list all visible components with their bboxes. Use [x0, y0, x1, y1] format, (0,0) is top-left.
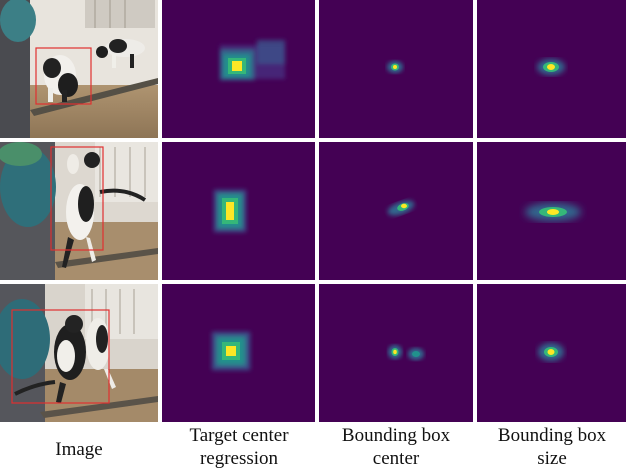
heatmap-bbox-size-row-2: [477, 142, 626, 280]
caption-image: Image: [55, 439, 103, 460]
photo-row-1: [0, 0, 158, 138]
caption-target-center-regression: Target center regression: [189, 425, 289, 469]
caption-bounding-box-center: Bounding box center: [341, 425, 451, 469]
photo-row-3: [0, 284, 158, 422]
heatmap-bbox-center-row-2: [319, 142, 473, 280]
heatmap-target-center-row-2: [162, 142, 315, 280]
photo-row-2: [0, 142, 158, 280]
heatmap-bbox-size-row-3: [477, 284, 626, 422]
heatmap-bbox-center-row-1: [319, 0, 473, 138]
heatmap-bbox-size-row-1: [477, 0, 626, 138]
heatmap-bbox-center-row-3: [319, 284, 473, 422]
heatmap-target-center-row-1: [162, 0, 315, 138]
caption-bounding-box-size: Bounding box size: [497, 425, 607, 469]
heatmap-target-center-row-3: [162, 284, 315, 422]
